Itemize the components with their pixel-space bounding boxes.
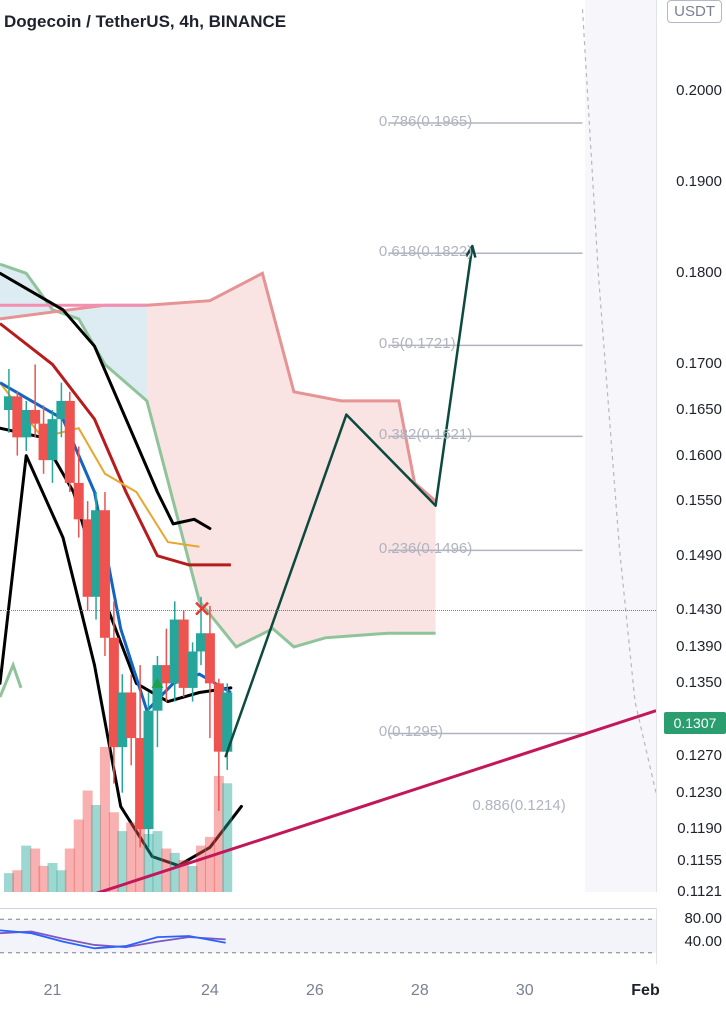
price-tick: 0.2000 — [676, 82, 722, 99]
chart-container: Dogecoin / TetherUS, 4h, BINANCE 0.786(0… — [0, 0, 726, 1012]
indicator-axis: 80.00 40.00 — [656, 908, 726, 964]
fib-level-label: 0(0.1295) — [379, 723, 443, 740]
price-tick: 0.1650 — [676, 401, 722, 418]
price-tick: 0.1900 — [676, 173, 722, 190]
chart-title: Dogecoin / TetherUS, 4h, BINANCE — [4, 12, 286, 32]
price-tick: 0.1600 — [676, 447, 722, 464]
price-tick: 0.1430 — [676, 601, 722, 618]
main-chart-svg — [0, 0, 656, 892]
fib-extra-label: 0.886(0.1214) — [472, 797, 565, 814]
fib-level-label: 0.618(0.1822) — [379, 243, 472, 260]
indicator-tick: 80.00 — [684, 910, 722, 927]
price-tick: 0.1490 — [676, 547, 722, 564]
fib-level-label: 0.786(0.1965) — [379, 113, 472, 130]
fib-level-label: 0.5(0.1721) — [379, 335, 456, 352]
dotted-price-line — [0, 610, 656, 611]
date-tick: 26 — [306, 982, 324, 1000]
price-axis[interactable]: USDT 0.2000 0.1900 0.1800 0.1700 0.1650 0.160… — [656, 0, 726, 892]
price-tick: 0.1390 — [676, 638, 722, 655]
price-tick: 0.1121 — [677, 883, 722, 900]
last-price-badge: 0.1307 — [664, 712, 726, 734]
date-tick: 24 — [201, 982, 219, 1000]
price-tick: 0.1800 — [676, 264, 722, 281]
date-tick: 30 — [516, 982, 534, 1000]
price-tick: 0.1350 — [676, 674, 722, 691]
date-tick: 21 — [44, 982, 62, 1000]
date-tick: 28 — [411, 982, 429, 1000]
date-axis: 21 24 26 28 30 Feb — [0, 970, 726, 1010]
fib-level-label: 0.236(0.1496) — [379, 540, 472, 557]
main-price-chart[interactable]: 0.786(0.1965) 0.618(0.1822) 0.5(0.1721) 0.3… — [0, 0, 656, 892]
indicator-tick: 40.00 — [684, 933, 722, 950]
price-tick: 0.1155 — [677, 852, 722, 869]
price-tick: 0.1230 — [676, 784, 722, 801]
price-tick: 0.1550 — [676, 492, 722, 509]
quote-currency-badge: USDT — [667, 0, 722, 23]
price-tick: 0.1190 — [677, 820, 722, 837]
indicator-panel[interactable] — [0, 908, 656, 964]
price-tick: 0.1700 — [676, 355, 722, 372]
date-tick: Feb — [631, 982, 659, 1000]
fib-level-label: 0.382(0.1621) — [379, 426, 472, 443]
indicator-svg — [0, 908, 656, 964]
price-tick: 0.1270 — [676, 747, 722, 764]
